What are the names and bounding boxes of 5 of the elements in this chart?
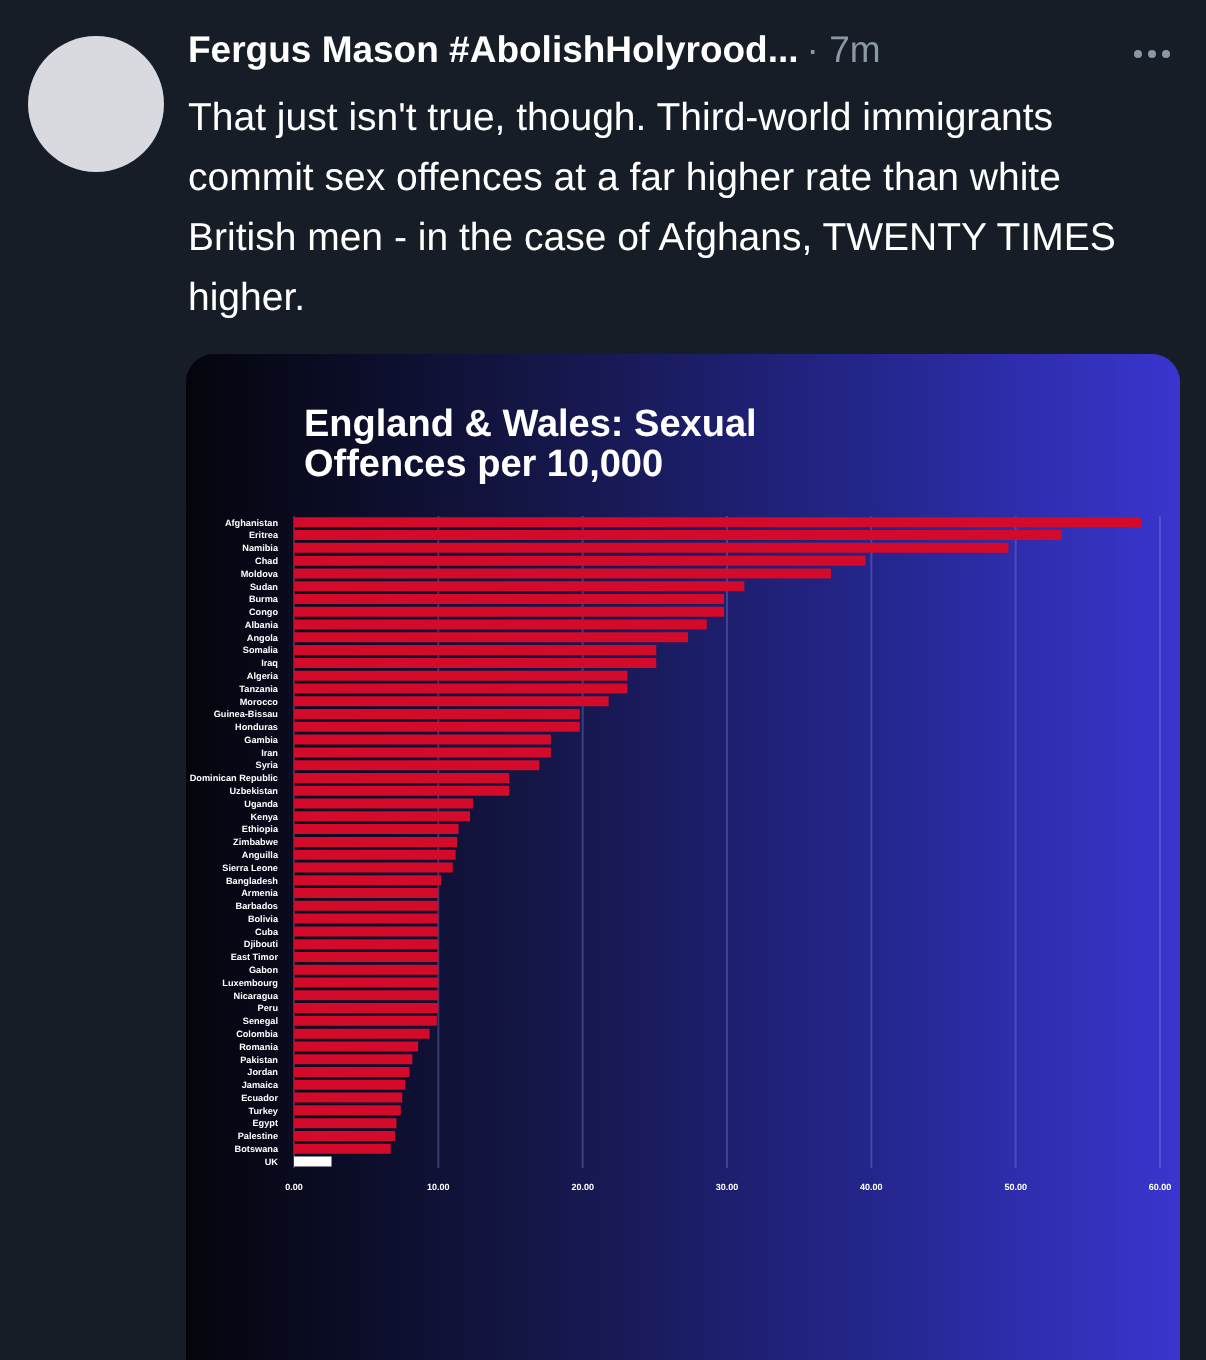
text: Fergus Mason #AbolishHolyrood...: [188, 28, 799, 70]
text: · 7m: [806, 28, 881, 70]
text: That just isn't true, though. Third-world immigrants commit sex offences at a far higher rate than white British men - in the case of Afghans, TWENTY TIMES higher.: [188, 94, 1118, 324]
chart-title: England & Wales: Sexual Offences per 10,000: [304, 404, 759, 486]
bar: [294, 1156, 332, 1167]
